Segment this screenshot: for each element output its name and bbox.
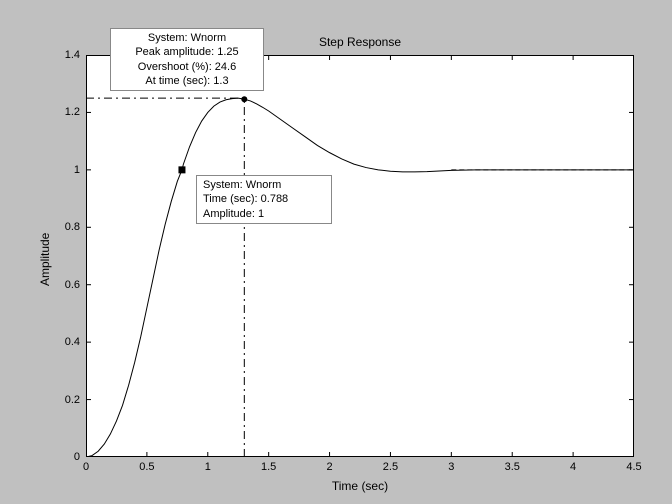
data-tip-line: Amplitude: 1 [203, 207, 325, 221]
data-tip[interactable]: System: WnormPeak amplitude: 1.25Oversho… [110, 28, 264, 91]
y-tick-label: 0.8 [65, 221, 80, 233]
plot-axes [86, 55, 634, 457]
x-tick-label: 0 [83, 461, 89, 473]
step-response-curve [86, 98, 634, 457]
x-tick-label: 4.5 [626, 461, 641, 473]
x-tick-label: 3.5 [505, 461, 520, 473]
x-tick-label: 2.5 [383, 461, 398, 473]
y-tick-label: 0.4 [65, 336, 80, 348]
y-tick-label: 0.6 [65, 279, 80, 291]
data-tip-line: System: Wnorm [117, 31, 257, 45]
y-tick-label: 0 [74, 451, 80, 463]
x-tick-label: 1 [205, 461, 211, 473]
x-tick-label: 1.5 [261, 461, 276, 473]
y-tick-label: 1 [74, 164, 80, 176]
x-tick-label: 0.5 [139, 461, 154, 473]
x-tick-label: 3 [448, 461, 454, 473]
x-tick-label: 4 [570, 461, 576, 473]
y-tick-label: 1.2 [65, 106, 80, 118]
data-marker[interactable] [178, 166, 185, 173]
data-tip-line: System: Wnorm [203, 178, 325, 192]
figure-root: 0 0.5 1 1.5 2 2.5 3 3.5 4 4.5 0 0.2 0.4 0.6 0.8 1 1.2 1.4… [0, 0, 672, 504]
data-tip-line: Time (sec): 0.788 [203, 192, 325, 206]
x-axis-label: Time (sec) [332, 479, 388, 493]
data-tip-line: At time (sec): 1.3 [117, 74, 257, 88]
data-tip-line: Peak amplitude: 1.25 [117, 45, 257, 59]
y-tick-label: 0.2 [65, 394, 80, 406]
y-tick-label: 1.4 [65, 49, 80, 61]
chart-title: Step Response [319, 35, 401, 49]
data-marker[interactable] [241, 96, 247, 102]
data-tip-line: Overshoot (%): 24.6 [117, 60, 257, 74]
data-tip[interactable]: System: WnormTime (sec): 0.788Amplitude:… [196, 175, 332, 224]
y-axis-label: Amplitude [38, 233, 52, 286]
x-tick-label: 2 [326, 461, 332, 473]
